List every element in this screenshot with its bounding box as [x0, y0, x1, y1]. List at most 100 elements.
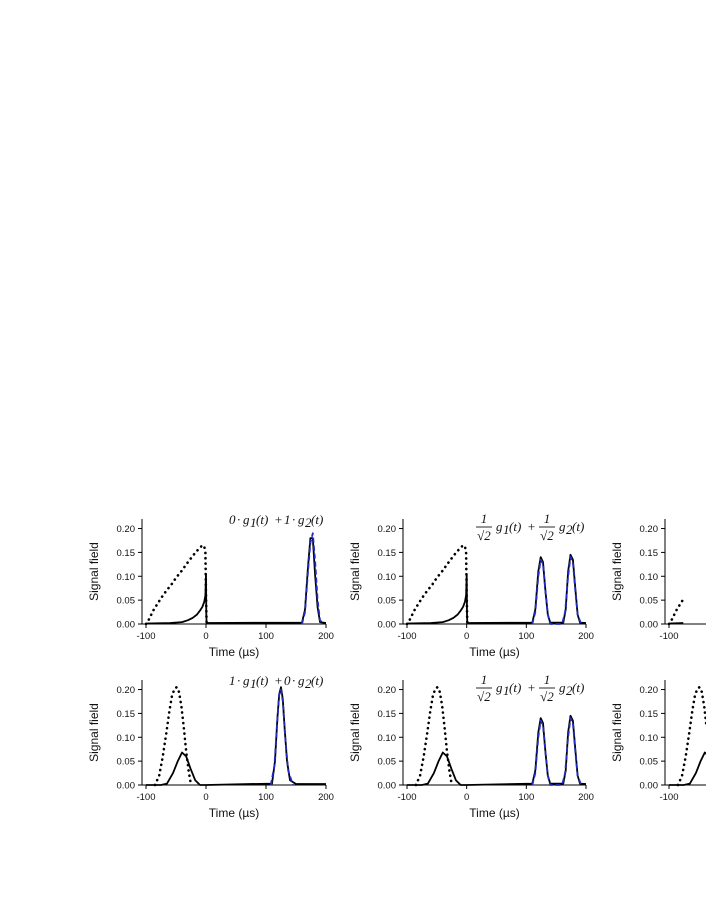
series-dotted: [405, 543, 469, 626]
chart-panel-top-left: 0.00 0.05 0.10 0.15 0.20 -100 0 100 200 Signal fi…: [87, 512, 334, 659]
formula-part: 1: [481, 672, 488, 687]
x-tick-label: 0: [464, 631, 469, 642]
y-tick-label: 0.15: [378, 709, 397, 720]
x-tick-label: 0: [203, 631, 208, 642]
x-tick-label: 100: [258, 631, 274, 642]
formula-part: (t): [572, 519, 584, 534]
y-tick-label: 0.15: [378, 548, 397, 559]
formula-part: 1: [250, 515, 257, 530]
y-tick-label: 0.05: [117, 757, 136, 768]
formula-part: +: [527, 519, 536, 534]
formula-part: g: [496, 519, 503, 534]
y-tick-label: 0.15: [117, 548, 136, 559]
formula-part: ·: [292, 512, 295, 527]
series-dashed: [301, 532, 325, 625]
series-dotted: [414, 685, 454, 787]
chart-panel-bottom-right: 0.00 0.05 0.10 0.15 0.20 -100 Signal field: [610, 680, 706, 803]
x-tick-label: 200: [318, 792, 334, 803]
y-tick-label: 0.10: [117, 733, 136, 744]
y-tick-label: 0.10: [378, 733, 397, 744]
formula-part: g: [243, 673, 250, 688]
formula-part: 2: [566, 522, 573, 537]
formula-part: ·: [292, 673, 295, 688]
formula-part: 1: [544, 672, 551, 687]
y-tick-label: 0.00: [117, 781, 136, 792]
y-axis-label: Signal field: [348, 703, 362, 762]
x-tick-label: 0: [464, 792, 469, 803]
formula-annotation: 1√2g 1 (t) +1√2g 2 (t): [476, 672, 584, 704]
y-tick-label: 0.05: [640, 596, 659, 607]
x-tick-label: 100: [518, 792, 534, 803]
y-tick-label: 0.20: [378, 685, 397, 696]
y-tick-label: 0.00: [117, 620, 136, 631]
y-tick-label: 0.05: [117, 596, 136, 607]
chart-panel-bottom-middle: 0.00 0.05 0.10 0.15 0.20 -100 0 100 200 Signal fi…: [348, 672, 594, 820]
formula-part: √2: [540, 528, 554, 543]
formula-part: g: [496, 680, 503, 695]
y-tick-label: 0.10: [378, 572, 397, 583]
formula-part: (t): [311, 512, 323, 527]
x-tick-label: -100: [659, 631, 678, 642]
formula-part: g: [243, 512, 250, 527]
x-axis-label: Time (µs): [209, 645, 259, 659]
y-tick-label: 0.20: [117, 524, 136, 535]
formula-part: g: [298, 512, 305, 527]
series-dashed: [531, 717, 583, 786]
series-dotted: [144, 543, 208, 626]
x-tick-label: -100: [136, 792, 155, 803]
x-tick-label: 100: [258, 792, 274, 803]
series-solid: [146, 686, 326, 786]
chart-panel-top-middle: 0.00 0.05 0.10 0.15 0.20 -100 0 100 200 Signal fi…: [348, 511, 594, 659]
y-tick-label: 0.00: [640, 620, 659, 631]
x-axis-label: Time (µs): [469, 645, 519, 659]
series-solid: [669, 751, 706, 786]
x-tick-label: 200: [578, 792, 594, 803]
y-axis-label: Signal field: [87, 703, 101, 762]
y-tick-label: 0.05: [378, 757, 397, 768]
formula-part: g: [298, 673, 305, 688]
formula-part: g: [559, 519, 566, 534]
x-tick-label: 0: [203, 792, 208, 803]
x-tick-label: 200: [578, 631, 594, 642]
y-tick-label: 0.00: [378, 781, 397, 792]
y-tick-label: 0.20: [378, 524, 397, 535]
formula-part: 1: [544, 511, 551, 526]
formula-annotation: 0 · g 1 (t) +1 · g 2 (t): [229, 512, 323, 530]
chart-panel-top-right: 0.00 0.05 0.10 0.15 0.20 -100 Signal field: [610, 519, 706, 642]
x-tick-label: -100: [659, 792, 678, 803]
formula-part: +: [274, 673, 283, 688]
series-dotted: [676, 685, 706, 787]
formula-part: 0: [284, 673, 291, 688]
y-tick-label: 0.15: [117, 709, 136, 720]
chart-panel-bottom-left: 0.00 0.05 0.10 0.15 0.20 -100 0 100 200 Signal fi…: [87, 673, 334, 820]
y-axis-label: Signal field: [87, 542, 101, 601]
y-axis-label: Signal field: [348, 542, 362, 601]
formula-part: 2: [305, 676, 312, 691]
x-tick-label: -100: [136, 631, 155, 642]
y-tick-label: 0.10: [117, 572, 136, 583]
formula-part: 1: [481, 511, 488, 526]
y-tick-label: 0.00: [378, 620, 397, 631]
formula-part: (t): [509, 680, 521, 695]
formula-part: √2: [477, 689, 491, 704]
series-dashed: [531, 556, 583, 625]
series-solid: [145, 537, 327, 625]
y-tick-label: 0.05: [640, 757, 659, 768]
formula-part: 1: [250, 676, 257, 691]
x-axis-label: Time (µs): [209, 806, 259, 820]
y-tick-label: 0.15: [640, 709, 659, 720]
formula-part: (t): [256, 512, 268, 527]
series-solid: [407, 714, 587, 786]
formula-part: 1: [284, 512, 291, 527]
formula-part: √2: [477, 528, 491, 543]
series-dotted: [667, 597, 685, 626]
formula-part: 0: [229, 512, 236, 527]
y-tick-label: 0.20: [117, 685, 136, 696]
y-tick-label: 0.00: [640, 781, 659, 792]
y-tick-label: 0.10: [640, 572, 659, 583]
y-tick-label: 0.20: [640, 524, 659, 535]
series-solid: [668, 622, 684, 625]
y-tick-label: 0.20: [640, 685, 659, 696]
formula-part: 2: [566, 683, 573, 698]
